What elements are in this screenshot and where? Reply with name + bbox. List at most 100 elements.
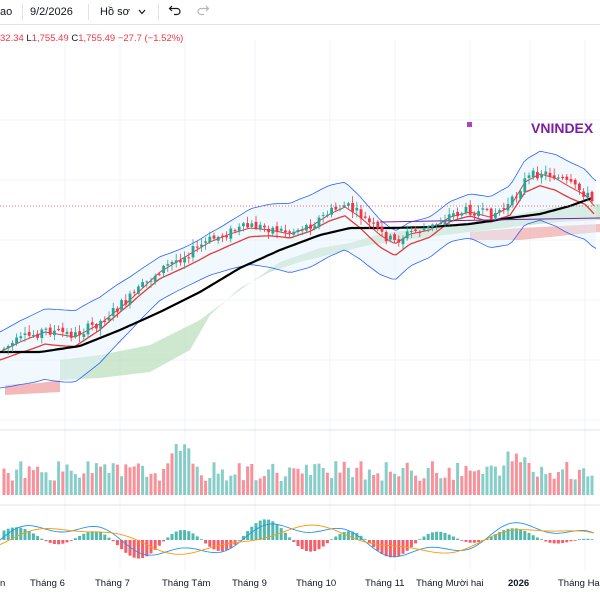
volume-bar <box>10 480 14 495</box>
macd-histogram-bar <box>519 529 523 540</box>
macd-histogram-bar <box>23 529 27 540</box>
macd-histogram-bar <box>540 539 544 540</box>
volume-bar <box>456 462 460 495</box>
macd-histogram-bar <box>31 533 35 540</box>
volume-bar <box>199 475 203 495</box>
volume-bar <box>565 461 569 495</box>
date-range-button[interactable]: 9/2/2026 <box>30 6 73 18</box>
volume-bar <box>99 466 103 495</box>
macd-histogram-bar <box>418 539 422 540</box>
candle-body <box>27 332 31 336</box>
volume-bar <box>225 480 229 495</box>
macd-histogram-bar <box>388 540 392 558</box>
volume-bar <box>582 468 586 495</box>
candle-body <box>359 209 363 219</box>
macd-panel <box>0 519 595 559</box>
macd-histogram-bar <box>300 540 304 550</box>
candle-body <box>544 171 548 175</box>
macd-histogram-bar <box>313 540 317 551</box>
macd-histogram-bar <box>103 534 107 540</box>
candle-body <box>15 337 18 344</box>
volume-bar <box>414 475 418 495</box>
macd-histogram-bar <box>267 519 271 540</box>
macd-histogram-bar <box>489 536 493 540</box>
candle-body <box>69 331 73 338</box>
macd-histogram-bar <box>283 532 287 540</box>
volume-bar <box>409 470 413 495</box>
candle-body <box>128 293 132 305</box>
candle-body <box>473 213 476 216</box>
volume-bar <box>540 466 544 495</box>
candle-body <box>300 230 304 232</box>
macd-histogram-bar <box>414 540 418 544</box>
candle-body <box>11 342 14 347</box>
candle-body <box>19 336 23 339</box>
macd-histogram-bar <box>355 533 359 540</box>
volume-bar <box>44 472 48 495</box>
volume-bar <box>321 468 325 495</box>
volume-bar <box>393 473 397 495</box>
candle-body <box>237 226 241 232</box>
candle-body <box>498 209 501 212</box>
candle-body <box>292 231 296 235</box>
indicators-button[interactable]: ao <box>0 6 13 18</box>
candle-body <box>48 327 52 335</box>
ohlc-legend: 32.34 L1,755.49 C1,755.49 −27.7 (−1.52%) <box>0 33 183 44</box>
volume-bar <box>246 466 250 495</box>
macd-histogram-bar <box>586 538 590 540</box>
profile-button[interactable]: Hồ sơ <box>100 4 146 20</box>
macd-histogram-bar <box>582 538 586 540</box>
candle-body <box>36 333 39 338</box>
macd-histogram-bar <box>573 540 577 541</box>
volume-bar <box>439 478 443 495</box>
macd-histogram-bar <box>82 533 86 540</box>
candle-body <box>502 208 506 210</box>
candle-body <box>582 191 585 197</box>
macd-histogram-bar <box>548 540 552 543</box>
candle-body <box>389 235 392 240</box>
macd-histogram-bar <box>426 534 430 540</box>
volume-bar <box>376 473 380 495</box>
candle-body <box>187 257 191 259</box>
macd-histogram-bar <box>338 533 342 540</box>
candle-body <box>414 229 417 231</box>
volume-bar <box>69 470 73 495</box>
volume-bar <box>388 471 392 495</box>
volume-bar <box>141 465 145 495</box>
macd-histogram-bar <box>292 540 296 542</box>
macd-histogram-bar <box>170 534 174 540</box>
candle-body <box>208 236 212 242</box>
macd-line <box>0 522 595 558</box>
macd-histogram-bar <box>145 540 149 557</box>
candle-body <box>305 225 308 231</box>
macd-histogram-bar <box>384 540 388 557</box>
profile-label: Hồ sơ <box>100 6 130 18</box>
ohlc-close-value: 1,755.49 <box>78 33 116 44</box>
redo-icon[interactable] <box>196 3 210 17</box>
volume-bar <box>418 480 422 495</box>
macd-histogram-bar <box>15 527 19 540</box>
macd-histogram-bar <box>321 540 325 547</box>
undo-icon[interactable] <box>168 3 182 17</box>
volume-bar <box>166 463 170 495</box>
candle-body <box>418 232 422 233</box>
macd-histogram-bar <box>44 540 48 542</box>
candle-body <box>565 176 569 180</box>
candle-body <box>242 223 245 227</box>
macd-histogram-bar <box>380 540 384 554</box>
candle-body <box>435 224 438 226</box>
volume-bar <box>216 473 220 495</box>
macd-histogram-bar <box>535 537 539 540</box>
volume-bar <box>472 471 476 495</box>
macd-histogram-bar <box>241 535 245 540</box>
volume-bar <box>384 462 388 495</box>
x-axis-label: Tháng Mười hai <box>416 578 484 589</box>
ohlc-low-value: 1,755.49 <box>31 33 69 44</box>
volume-bar <box>52 480 56 495</box>
macd-histogram-bar <box>111 540 115 542</box>
volume-bar <box>292 468 296 495</box>
macd-histogram-bar <box>485 538 489 540</box>
candle-body <box>426 226 430 229</box>
candle-body <box>338 208 342 210</box>
